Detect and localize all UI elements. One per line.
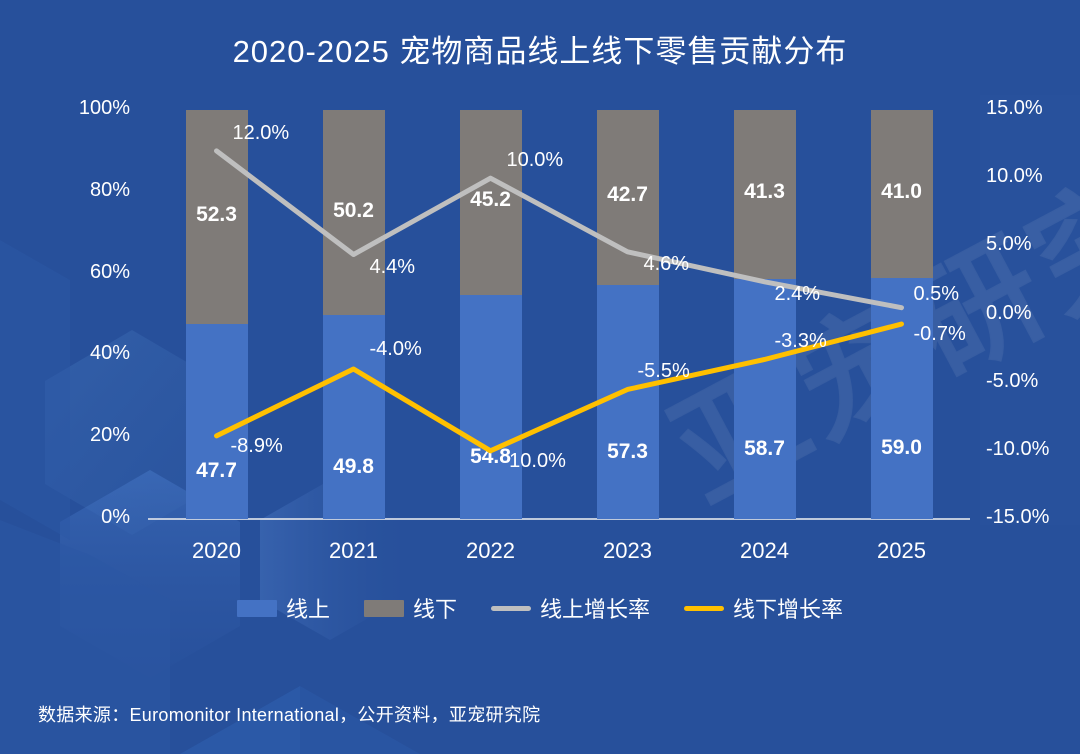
point-label-online-growth: 10.0%: [506, 149, 564, 172]
bar-online[interactable]: [322, 315, 385, 519]
y-axis-right-tick: 0.0%: [986, 301, 1032, 324]
x-axis-tick-2022: 2022: [466, 538, 515, 563]
line-online-growth: [214, 148, 904, 311]
point-label-online-growth: 4.4%: [369, 255, 416, 278]
point-label-offline-growth: -4.0%: [369, 338, 422, 361]
x-axis-tick-2021: 2021: [329, 538, 378, 563]
x-axis-tick-2023: 2023: [603, 538, 652, 563]
data-source-note: 数据来源：Euromonitor International，公开资料，亚宠研究…: [38, 705, 541, 725]
bar-label-offline: 41.3: [744, 180, 785, 204]
y-axis-left-tick: 0%: [101, 506, 130, 528]
legend-label: 线上: [285, 597, 330, 622]
y-axis-left-tick: 80%: [89, 178, 130, 201]
point-label-offline-growth: -0.7%: [913, 323, 966, 346]
legend-item-2[interactable]: 线上增长率: [491, 592, 650, 624]
y-axis-right-tick: -10.0%: [986, 437, 1050, 460]
point-label-offline-growth: -8.9%: [230, 434, 283, 457]
point-label-offline-growth: -5.5%: [637, 360, 690, 383]
bar-online[interactable]: [459, 294, 522, 519]
bar-label-offline: 50.2: [333, 198, 374, 222]
point-label-online-growth: 2.4%: [774, 282, 821, 305]
bar-label-online: 57.3: [607, 439, 648, 463]
bar-label-online: 47.7: [196, 459, 237, 483]
bar-offline[interactable]: [322, 110, 385, 316]
bar-label-online: 49.8: [333, 455, 374, 479]
bar-label-offline: 52.3: [196, 202, 237, 226]
y-axis-left-tick: 20%: [89, 424, 130, 447]
legend-swatch-line: [684, 605, 725, 611]
bar-online[interactable]: [596, 284, 659, 519]
line-offline-growth: [214, 321, 904, 454]
bar-label-offline: 42.7: [607, 183, 648, 207]
y-axis-left-tick: 60%: [89, 260, 130, 283]
bar-label-online: 59.0: [881, 436, 922, 460]
legend-item-3[interactable]: 线下增长率: [684, 592, 843, 624]
legend-label: 线下: [412, 597, 457, 622]
point-label-offline-growth: -3.3%: [774, 330, 827, 353]
y-axis-right-tick: 10.0%: [986, 165, 1043, 188]
bar-offline[interactable]: [459, 110, 522, 295]
bar-label-offline: 41.0: [881, 179, 922, 203]
bar-offline[interactable]: [733, 110, 796, 279]
bar-online[interactable]: [185, 323, 248, 519]
bar-label-online: 58.7: [744, 436, 785, 460]
chart-legend: 线上 线下 线上增长率 线下增长率: [0, 592, 1080, 624]
point-label-online-growth: 12.0%: [232, 121, 290, 144]
bar-online[interactable]: [870, 277, 933, 519]
legend-label: 线下增长率: [733, 597, 844, 622]
point-label-online-growth: 4.6%: [643, 252, 690, 275]
y-axis-left-tick: 40%: [89, 342, 130, 365]
y-axis-right-tick: -5.0%: [986, 369, 1039, 392]
legend-swatch-box: [363, 599, 404, 617]
y-axis-right-tick: -15.0%: [986, 506, 1050, 528]
y-axis-left-tick: 100%: [78, 97, 130, 119]
x-axis-tick-2020: 2020: [192, 538, 241, 563]
x-axis-line: [148, 518, 970, 520]
point-label-online-growth: 0.5%: [913, 282, 960, 305]
legend-item-0[interactable]: 线上: [236, 592, 330, 624]
page-title: 2020-2025 宠物商品线上线下零售贡献分布: [232, 34, 848, 69]
bar-online[interactable]: [733, 278, 796, 519]
x-axis-tick-2024: 2024: [740, 538, 789, 563]
bar-label-online: 54.8: [470, 444, 511, 468]
legend-swatch-box: [236, 599, 277, 617]
legend-item-1[interactable]: 线下: [363, 592, 457, 624]
point-label-offline-growth: -10.0%: [502, 449, 566, 472]
y-axis-right-tick: 15.0%: [986, 97, 1043, 119]
bar-label-offline: 45.2: [470, 188, 511, 212]
legend-label: 线上增长率: [540, 597, 651, 622]
y-axis-right-tick: 5.0%: [986, 233, 1032, 256]
x-axis-tick-2025: 2025: [877, 538, 926, 563]
bar-offline[interactable]: [870, 110, 933, 278]
bar-offline[interactable]: [185, 110, 248, 324]
legend-swatch-line: [491, 605, 531, 611]
